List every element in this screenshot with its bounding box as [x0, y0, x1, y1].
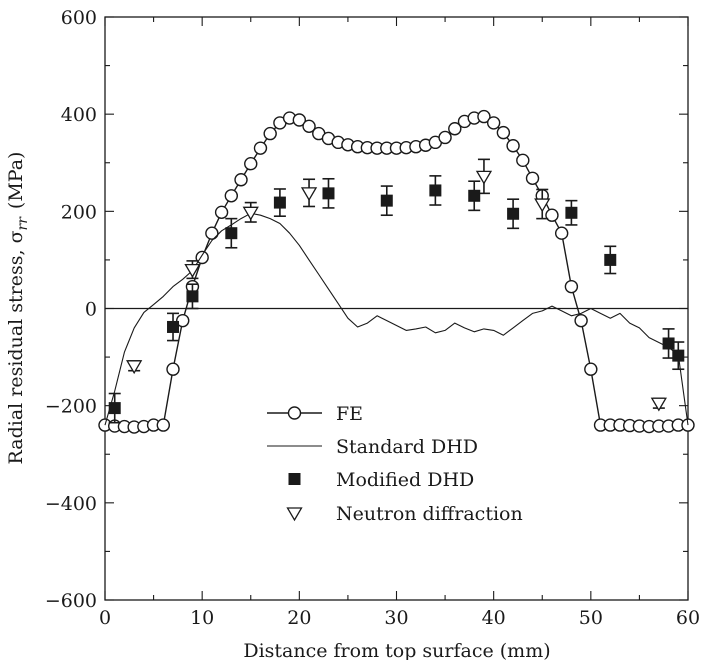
x-tick-label: 30	[384, 607, 408, 629]
x-tick-label: 40	[482, 607, 506, 629]
legend-entry: FE	[267, 403, 363, 425]
neutron-diffraction-point	[475, 170, 493, 185]
fe-point	[166, 362, 180, 376]
fe-point	[263, 126, 277, 141]
x-tick-label: 60	[676, 607, 700, 629]
modified-dhd-point	[565, 206, 578, 219]
legend-label: Standard DHD	[336, 436, 478, 458]
modified-dhd-point	[672, 349, 685, 362]
y-axis-title-subscript: rr	[15, 216, 31, 231]
fe-point	[477, 109, 491, 124]
fe-point	[205, 226, 219, 240]
neutron-diffraction-point	[300, 187, 318, 202]
series-layer	[98, 109, 695, 434]
fe-point	[545, 208, 559, 222]
fe-point	[554, 226, 569, 240]
fe-point	[156, 418, 171, 432]
modified-dhd-point	[604, 253, 617, 266]
legend-fe-marker	[287, 406, 302, 420]
fe-point	[292, 113, 307, 127]
modified-dhd-point	[186, 290, 199, 303]
y-axis-title-main: Radial residual stress, σ	[5, 230, 27, 464]
y-tick-label: −600	[45, 590, 97, 612]
modified-dhd-point	[662, 337, 675, 350]
y-tick-label: 200	[61, 201, 97, 223]
y-tick-label: 0	[85, 299, 97, 321]
y-tick-label: −200	[45, 396, 97, 418]
modified-dhd-point	[380, 194, 393, 207]
modified-dhd-point	[273, 196, 286, 209]
neutron-diffraction-point	[650, 397, 667, 412]
fe-point	[584, 362, 598, 376]
neutron-diffraction-point	[184, 263, 201, 278]
modified-dhd-point	[225, 227, 238, 240]
modified-dhd-point	[507, 207, 520, 220]
fe-point	[564, 279, 579, 294]
y-tick-label: −400	[45, 493, 97, 515]
fe-point	[448, 122, 462, 136]
series-standard-dhd	[104, 212, 689, 426]
modified-dhd-point	[108, 402, 121, 415]
modified-dhd-point	[429, 184, 442, 197]
y-axis-title: Radial residual stress, σrr (MPa)	[5, 152, 31, 465]
legend-neutron-marker	[286, 507, 303, 522]
fe-point	[234, 173, 248, 187]
legend-label: Neutron diffraction	[336, 503, 523, 525]
series-fe	[98, 109, 695, 434]
fe-point	[302, 119, 316, 134]
fe-point	[506, 139, 520, 153]
neutron-diffraction-point	[242, 206, 259, 221]
legend-entry: Standard DHD	[267, 436, 478, 458]
x-tick-label: 10	[190, 607, 214, 629]
x-tick-label: 50	[579, 607, 603, 629]
series-modified-dhd	[108, 175, 685, 424]
y-tick-label: 400	[61, 104, 97, 126]
legend: FE Standard DHD Modified DHD Neutron diffra…	[267, 403, 523, 525]
fe-point	[214, 205, 229, 220]
series-neutron-diffraction	[126, 158, 667, 412]
y-axis-title-unit: (MPa)	[5, 152, 27, 210]
axis-ticks-layer: 0 10 20 30 40 50 60 −600 −400 −200 0 200 400 600	[45, 7, 700, 629]
fe-point	[496, 125, 511, 140]
fe-point	[224, 189, 239, 203]
modified-dhd-point	[167, 320, 180, 333]
fe-point	[244, 157, 258, 171]
legend-label: Modified DHD	[336, 469, 474, 491]
legend-entry: Modified DHD	[288, 469, 474, 491]
x-tick-label: 20	[287, 607, 311, 629]
fe-point	[574, 313, 588, 328]
fe-point	[438, 130, 452, 145]
fe-point	[525, 171, 540, 185]
modified-dhd-point	[468, 189, 481, 202]
x-axis-title: Distance from top surface (mm)	[243, 640, 550, 660]
standard-dhd-curve	[104, 212, 689, 426]
legend-entry: Neutron diffraction	[286, 503, 523, 525]
fe-point	[253, 141, 268, 155]
fe-point	[176, 313, 190, 328]
neutron-diffraction-point	[126, 360, 143, 375]
fe-point	[486, 116, 501, 130]
neutron-diffraction-point	[534, 198, 551, 213]
fe-point	[516, 153, 530, 168]
x-tick-label: 0	[99, 607, 111, 629]
legend-label: FE	[336, 403, 363, 425]
y-tick-label: 600	[61, 7, 97, 29]
legend-modified-dhd-marker	[288, 473, 301, 485]
modified-dhd-point	[322, 187, 335, 200]
